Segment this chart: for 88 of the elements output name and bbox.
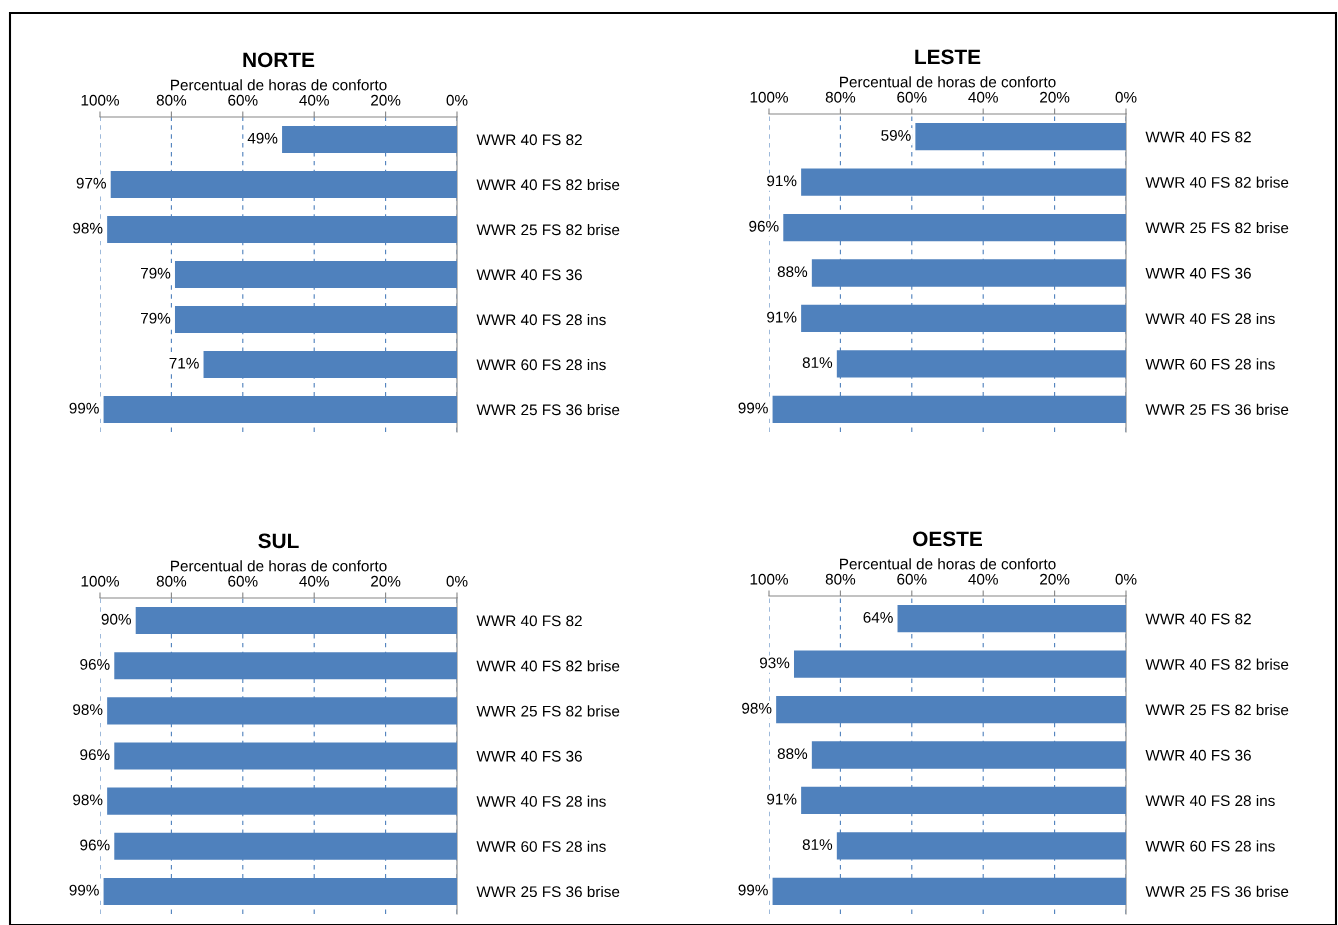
x-tick-label: 60% bbox=[228, 575, 258, 587]
data-label: 88% bbox=[777, 748, 808, 760]
data-label: 99% bbox=[738, 884, 768, 896]
x-tick-label: 100% bbox=[750, 91, 788, 103]
y-tick-label: WWR 40 FS 36 bbox=[1145, 267, 1251, 279]
data-label: 91% bbox=[767, 311, 797, 323]
x-tick-label: 60% bbox=[897, 573, 927, 585]
chart-title: SUL bbox=[258, 533, 299, 549]
x-tick-label: 60% bbox=[897, 91, 927, 103]
chart-title: OESTE bbox=[913, 531, 982, 547]
y-tick-label: WWR 40 FS 82 brise bbox=[1145, 658, 1289, 670]
data-label: 99% bbox=[69, 884, 99, 896]
x-tick-label: 0% bbox=[1115, 91, 1137, 103]
y-tick-label: WWR 25 FS 82 brise bbox=[1145, 704, 1289, 716]
x-tick-label: 40% bbox=[968, 573, 998, 585]
x-tick-label: 20% bbox=[371, 94, 401, 106]
x-axis-title: Percentual de horas de conforto bbox=[171, 79, 387, 91]
data-label: 96% bbox=[80, 659, 110, 670]
y-tick-label: WWR 25 FS 82 brise bbox=[1145, 222, 1289, 234]
x-tick-label: 0% bbox=[1115, 573, 1137, 585]
data-label: 99% bbox=[69, 402, 99, 414]
data-label: 59% bbox=[881, 130, 911, 141]
data-label: 79% bbox=[141, 312, 171, 324]
data-label: 49% bbox=[247, 132, 278, 144]
data-label: 91% bbox=[767, 175, 797, 187]
y-tick-label: WWR 60 FS 28 ins bbox=[1145, 840, 1275, 852]
data-label: 96% bbox=[80, 749, 110, 761]
data-label: 81% bbox=[802, 839, 833, 850]
y-tick-label: WWR 40 FS 82 bbox=[1145, 613, 1251, 625]
x-tick-label: 20% bbox=[1040, 573, 1070, 585]
x-tick-label: 100% bbox=[81, 94, 119, 106]
data-label: 98% bbox=[73, 222, 103, 234]
x-tick-label: 100% bbox=[81, 575, 119, 587]
y-tick-label: WWR 40 FS 28 ins bbox=[1145, 312, 1275, 325]
data-label: 97% bbox=[76, 177, 106, 189]
data-label: 81% bbox=[802, 357, 833, 368]
data-label: 98% bbox=[73, 794, 103, 806]
y-tick-label: WWR 25 FS 82 brise bbox=[476, 705, 620, 717]
x-tick-label: 80% bbox=[156, 575, 187, 587]
y-tick-label: WWR 25 FS 36 brise bbox=[476, 885, 620, 898]
data-label: 90% bbox=[101, 613, 131, 625]
y-tick-label: WWR 60 FS 28 ins bbox=[476, 358, 606, 371]
x-tick-label: 100% bbox=[750, 573, 788, 585]
y-tick-label: WWR 60 FS 28 ins bbox=[476, 840, 606, 852]
data-label: 64% bbox=[863, 612, 893, 623]
data-label: 96% bbox=[749, 220, 779, 232]
data-label: 88% bbox=[777, 266, 808, 278]
y-tick-label: WWR 60 FS 28 ins bbox=[1145, 358, 1275, 370]
y-tick-label: WWR 25 FS 36 brise bbox=[1145, 885, 1289, 897]
x-tick-label: 80% bbox=[825, 91, 856, 103]
x-tick-label: 80% bbox=[156, 94, 187, 106]
y-tick-label: WWR 40 FS 28 ins bbox=[476, 795, 606, 807]
x-tick-label: 80% bbox=[825, 573, 856, 585]
x-tick-label: 40% bbox=[299, 94, 329, 106]
y-tick-label: WWR 40 FS 36 bbox=[1145, 749, 1251, 761]
y-tick-label: WWR 25 FS 82 brise bbox=[476, 223, 620, 236]
data-label: 93% bbox=[759, 657, 790, 669]
y-tick-label: WWR 40 FS 82 brise bbox=[476, 660, 620, 672]
x-tick-label: 0% bbox=[446, 94, 468, 106]
y-tick-label: WWR 40 FS 82 brise bbox=[476, 178, 620, 191]
chart-title: NORTE bbox=[243, 52, 315, 68]
y-tick-label: WWR 40 FS 82 bbox=[476, 615, 582, 627]
data-label: 98% bbox=[73, 704, 103, 715]
x-tick-label: 20% bbox=[1040, 91, 1070, 103]
y-tick-label: WWR 40 FS 28 ins bbox=[1145, 794, 1275, 807]
data-label: 91% bbox=[767, 793, 797, 805]
x-tick-label: 40% bbox=[299, 575, 329, 587]
x-tick-label: 0% bbox=[446, 575, 468, 587]
y-tick-label: WWR 40 FS 28 ins bbox=[476, 313, 606, 326]
y-tick-label: WWR 40 FS 82 brise bbox=[1145, 176, 1289, 188]
y-tick-label: WWR 40 FS 36 bbox=[476, 269, 582, 281]
y-tick-label: WWR 25 FS 36 brise bbox=[1145, 403, 1289, 415]
x-axis-title: Percentual de horas de conforto bbox=[840, 558, 1056, 570]
data-label: 98% bbox=[742, 702, 772, 714]
x-axis-title: Percentual de horas de conforto bbox=[840, 76, 1056, 88]
data-label: 79% bbox=[141, 267, 171, 279]
x-axis-title: Percentual de horas de conforto bbox=[171, 560, 387, 572]
data-label: 99% bbox=[738, 402, 768, 414]
y-tick-label: WWR 25 FS 36 brise bbox=[476, 403, 620, 416]
y-tick-label: WWR 40 FS 82 bbox=[476, 134, 582, 146]
x-tick-label: 40% bbox=[968, 91, 998, 103]
y-tick-label: WWR 40 FS 36 bbox=[476, 750, 582, 762]
data-label: 96% bbox=[80, 839, 110, 851]
x-tick-label: 60% bbox=[228, 94, 258, 106]
x-tick-label: 20% bbox=[371, 575, 401, 587]
y-tick-label: WWR 40 FS 82 bbox=[1145, 131, 1251, 143]
data-label: 71% bbox=[169, 357, 199, 369]
chart-title: LESTE bbox=[915, 49, 981, 65]
